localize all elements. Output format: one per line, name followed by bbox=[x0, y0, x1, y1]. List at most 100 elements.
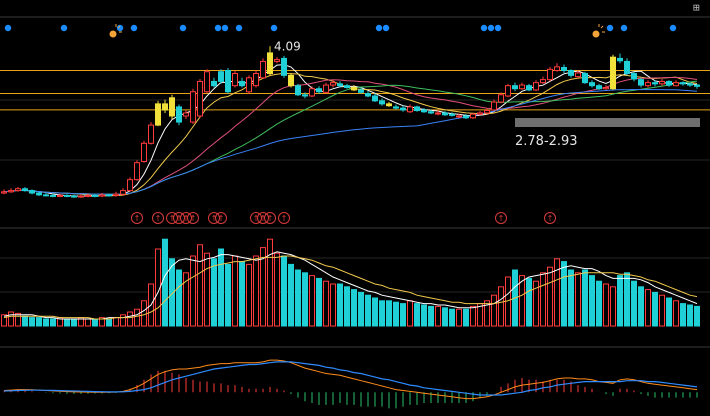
candle-body[interactable] bbox=[582, 73, 588, 84]
candle-body[interactable] bbox=[253, 73, 259, 87]
volume-bar[interactable] bbox=[99, 317, 105, 327]
candle-body[interactable] bbox=[694, 84, 700, 87]
candle-body[interactable] bbox=[463, 115, 469, 119]
volume-bar[interactable] bbox=[407, 300, 413, 327]
candle-body[interactable] bbox=[379, 100, 385, 105]
candle-body[interactable] bbox=[8, 190, 14, 193]
candle-body[interactable] bbox=[351, 86, 357, 91]
volume-bar[interactable] bbox=[267, 238, 273, 327]
candle-body[interactable] bbox=[435, 112, 441, 115]
candle-body[interactable] bbox=[645, 82, 651, 87]
candle-body[interactable] bbox=[666, 80, 672, 86]
volume-bar[interactable] bbox=[344, 286, 350, 327]
candle-body[interactable] bbox=[603, 86, 609, 90]
candle-body[interactable] bbox=[78, 195, 84, 198]
volume-bar[interactable] bbox=[92, 318, 98, 327]
volume-bar[interactable] bbox=[169, 258, 175, 327]
candle-body[interactable] bbox=[365, 93, 371, 97]
candle-body[interactable] bbox=[421, 109, 427, 113]
volume-bar[interactable] bbox=[36, 317, 42, 327]
volume-bar[interactable] bbox=[330, 283, 336, 327]
volume-bar[interactable] bbox=[575, 272, 581, 327]
candle-body[interactable] bbox=[85, 194, 91, 197]
candle-body[interactable] bbox=[246, 77, 252, 93]
volume-bar[interactable] bbox=[85, 318, 91, 327]
volume-bar[interactable] bbox=[162, 238, 168, 327]
volume-bar[interactable] bbox=[638, 286, 644, 327]
candlestick-layer[interactable] bbox=[1, 46, 700, 198]
volume-bar[interactable] bbox=[421, 304, 427, 327]
volume-bar[interactable] bbox=[694, 305, 700, 327]
volume-bar[interactable] bbox=[589, 275, 595, 327]
volume-bar[interactable] bbox=[449, 308, 455, 327]
candle-body[interactable] bbox=[652, 82, 658, 85]
candle-body[interactable] bbox=[687, 83, 693, 86]
candle-body[interactable] bbox=[428, 111, 434, 114]
volume-bar[interactable] bbox=[302, 272, 308, 327]
volume-bar[interactable] bbox=[64, 318, 70, 327]
volume-bar[interactable] bbox=[15, 312, 21, 327]
volume-bar[interactable] bbox=[183, 272, 189, 327]
candle-body[interactable] bbox=[358, 89, 364, 93]
candle-body[interactable] bbox=[106, 194, 112, 197]
candle-body[interactable] bbox=[505, 85, 511, 97]
candle-body[interactable] bbox=[386, 103, 392, 107]
volume-bar[interactable] bbox=[596, 280, 602, 327]
volume-bar[interactable] bbox=[134, 308, 140, 327]
volume-bar[interactable] bbox=[435, 305, 441, 327]
volume-bar[interactable] bbox=[337, 283, 343, 327]
volume-bar[interactable] bbox=[141, 300, 147, 327]
candle-body[interactable] bbox=[274, 59, 280, 62]
candle-body[interactable] bbox=[197, 80, 203, 117]
volume-bar[interactable] bbox=[50, 318, 56, 327]
candle-body[interactable] bbox=[407, 106, 413, 113]
candle-body[interactable] bbox=[330, 82, 336, 86]
volume-bar[interactable] bbox=[211, 258, 217, 327]
volume-bar[interactable] bbox=[246, 263, 252, 327]
volume-bar[interactable] bbox=[316, 277, 322, 327]
volume-bar[interactable] bbox=[120, 314, 126, 327]
volume-bar[interactable] bbox=[673, 300, 679, 327]
candle-body[interactable] bbox=[113, 193, 119, 196]
candle-body[interactable] bbox=[43, 194, 49, 197]
volume-bar[interactable] bbox=[323, 280, 329, 327]
candle-body[interactable] bbox=[414, 106, 420, 112]
volume-bar[interactable] bbox=[561, 261, 567, 327]
candle-body[interactable] bbox=[155, 103, 161, 126]
candle-body[interactable] bbox=[120, 190, 126, 195]
candle-body[interactable] bbox=[267, 52, 273, 75]
candle-body[interactable] bbox=[22, 188, 28, 192]
candle-body[interactable] bbox=[344, 85, 350, 88]
volume-bar[interactable] bbox=[568, 269, 574, 327]
candle-body[interactable] bbox=[477, 112, 483, 115]
volume-bar[interactable] bbox=[260, 247, 266, 327]
volume-bar[interactable] bbox=[442, 307, 448, 327]
volume-bar[interactable] bbox=[470, 305, 476, 327]
macd-layer[interactable] bbox=[3, 359, 698, 409]
volume-bar[interactable] bbox=[463, 308, 469, 327]
candle-body[interactable] bbox=[211, 80, 217, 87]
volume-bar[interactable] bbox=[358, 291, 364, 327]
volume-bar[interactable] bbox=[666, 297, 672, 327]
volume-bar[interactable] bbox=[491, 294, 497, 327]
candle-body[interactable] bbox=[141, 142, 147, 162]
candle-body[interactable] bbox=[15, 188, 21, 192]
volume-bar[interactable] bbox=[624, 272, 630, 327]
candle-body[interactable] bbox=[498, 94, 504, 103]
volume-bar[interactable] bbox=[582, 269, 588, 327]
volume-layer[interactable] bbox=[1, 238, 700, 327]
volume-bar[interactable] bbox=[113, 317, 119, 327]
candle-body[interactable] bbox=[71, 195, 77, 198]
volume-bar[interactable] bbox=[295, 269, 301, 327]
volume-bar[interactable] bbox=[239, 261, 245, 327]
candle-body[interactable] bbox=[491, 101, 497, 111]
candle-body[interactable] bbox=[589, 82, 595, 87]
volume-bar[interactable] bbox=[652, 291, 658, 327]
volume-bar[interactable] bbox=[498, 286, 504, 327]
volume-bar[interactable] bbox=[176, 269, 182, 327]
candle-body[interactable] bbox=[484, 110, 490, 114]
candle-body[interactable] bbox=[232, 73, 238, 87]
candle-body[interactable] bbox=[512, 85, 518, 90]
candle-body[interactable] bbox=[631, 73, 637, 80]
